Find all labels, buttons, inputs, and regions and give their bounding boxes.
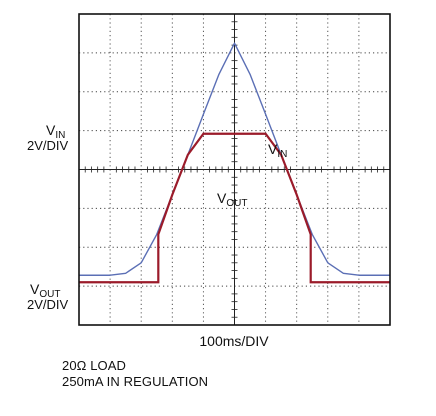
trace-label-vin-sub: IN: [277, 149, 287, 160]
plot-frame: [78, 13, 391, 326]
series-vin-line: [79, 42, 390, 276]
note-load: 20Ω LOAD: [62, 358, 126, 373]
trace-label-vout-name: V: [217, 190, 227, 206]
channel-scale-vout: 2V/DIV: [27, 297, 69, 312]
trace-label-vout-sub: OUT: [226, 198, 247, 209]
trace-label-vin: VIN: [268, 141, 287, 160]
channel-label-vout: VOUT: [30, 281, 60, 300]
channel-scale-vin: 2V/DIV: [27, 138, 69, 153]
scope-traces: [79, 42, 390, 284]
x-axis-label: 100ms/DIV: [199, 333, 269, 349]
series-vout-line: [79, 132, 390, 284]
trace-label-vin-name: V: [268, 141, 278, 157]
channel-label-vin-sub: IN: [55, 130, 65, 141]
note-regulation: 250mA IN REGULATION: [62, 374, 209, 389]
channel-label-vout-name: V: [30, 281, 40, 297]
trace-label-vout: VOUT: [217, 190, 247, 209]
channel-label-vin-name: V: [46, 122, 56, 138]
channel-label-vout-sub: OUT: [39, 289, 60, 300]
channel-label-vin: VIN: [46, 122, 65, 141]
scope-grid: [79, 14, 390, 325]
